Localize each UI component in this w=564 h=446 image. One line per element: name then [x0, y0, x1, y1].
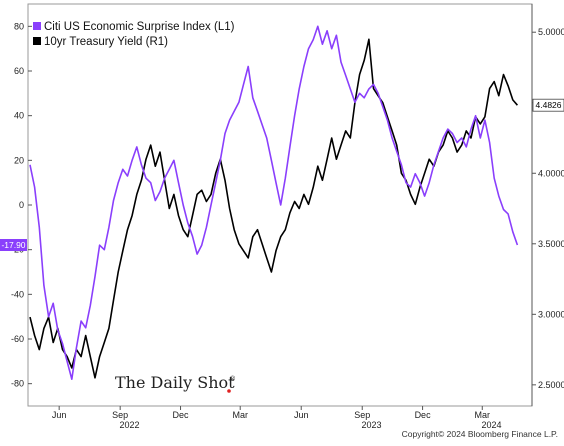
- x-tick-label: Mar: [475, 410, 491, 420]
- right-tick-label: 3.5000: [538, 239, 564, 249]
- x-year-label: 2022: [119, 420, 139, 430]
- right-tick-label: 5.0000: [538, 27, 564, 37]
- right-tick-label: 4.0000: [538, 168, 564, 178]
- left-tick-label: 60: [14, 66, 24, 76]
- left-tick-label: 0: [19, 200, 24, 210]
- copyright-text: Copyright© 2024 Bloomberg Finance L.P.: [402, 429, 558, 439]
- right-tick-label: 2.5000: [538, 380, 564, 390]
- watermark-registered-mark: ®: [230, 375, 236, 383]
- last-value-right: 4.4826: [532, 98, 564, 112]
- legend: Citi US Economic Surprise Index (L1) 10y…: [33, 21, 235, 48]
- x-tick-label: Jun: [294, 410, 309, 420]
- series-line-citi-surprise-index: [29, 25, 519, 380]
- left-tick-label: 20: [14, 155, 24, 165]
- left-tick-label: -80: [11, 379, 24, 389]
- left-tick-label: 80: [14, 21, 24, 31]
- x-axis: Jun Sep Dec Mar Jun Sep Dec Mar 2022 2023 2024: [52, 406, 502, 430]
- x-tick-label: Sep: [112, 410, 128, 420]
- x-tick-label: Mar: [232, 410, 248, 420]
- x-tick-label: Dec: [173, 410, 190, 420]
- watermark-text: The Daily Shot: [115, 373, 235, 392]
- legend-label-yield: 10yr Treasury Yield (R1): [44, 36, 168, 48]
- legend-label-surprise: Citi US Economic Surprise Index (L1): [44, 21, 235, 33]
- last-value-left-label: -17.90: [1, 240, 25, 250]
- right-tick-label: 3.0000: [538, 309, 564, 319]
- x-tick-label: Jun: [52, 410, 67, 420]
- x-year-label: 2024: [482, 420, 502, 430]
- x-tick-label: Sep: [354, 410, 370, 420]
- left-tick-label: -40: [11, 289, 24, 299]
- x-year-label: 2023: [362, 420, 382, 430]
- left-tick-label: -60: [11, 334, 24, 344]
- last-value-right-label: 4.4826: [536, 100, 562, 110]
- watermark: The Daily Shot ®: [115, 373, 236, 393]
- left-tick-label: 40: [14, 111, 24, 121]
- last-value-left: -17.90: [0, 239, 27, 251]
- watermark-dot: [227, 389, 231, 393]
- legend-swatch-surprise: [33, 22, 41, 30]
- legend-swatch-yield: [33, 37, 41, 45]
- x-tick-label: Dec: [415, 410, 432, 420]
